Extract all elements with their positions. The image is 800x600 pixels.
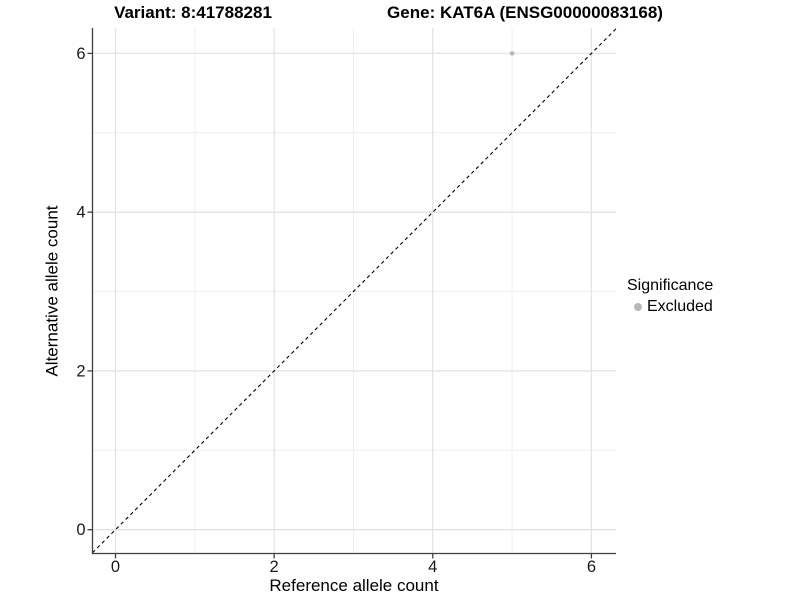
y-tick-label: 4: [76, 204, 85, 222]
y-tick-label: 0: [76, 521, 85, 539]
x-axis-title: Reference allele count: [269, 576, 439, 595]
legend-title: Significance: [627, 277, 714, 294]
legend: Significance Excluded: [627, 276, 713, 316]
identity-dashed-line: [92, 28, 617, 554]
y-tick-label: 2: [76, 362, 85, 380]
x-tick-label: 0: [111, 558, 120, 576]
y-tick-label: 6: [76, 45, 85, 63]
x-tick-label: 6: [587, 558, 596, 576]
data-point: [509, 51, 515, 56]
x-tick-label: 4: [428, 558, 437, 576]
variant-title: Variant: 8:41788281: [114, 3, 272, 22]
x-tick-label: 2: [270, 558, 279, 576]
legend-item-label: Excluded: [647, 298, 713, 315]
legend-item-excluded: Excluded: [627, 298, 713, 316]
gene-title: Gene: KAT6A (ENSG00000083168): [387, 3, 663, 22]
y-axis-title: Alternative allele count: [42, 205, 62, 377]
legend-point-icon: [634, 303, 642, 311]
